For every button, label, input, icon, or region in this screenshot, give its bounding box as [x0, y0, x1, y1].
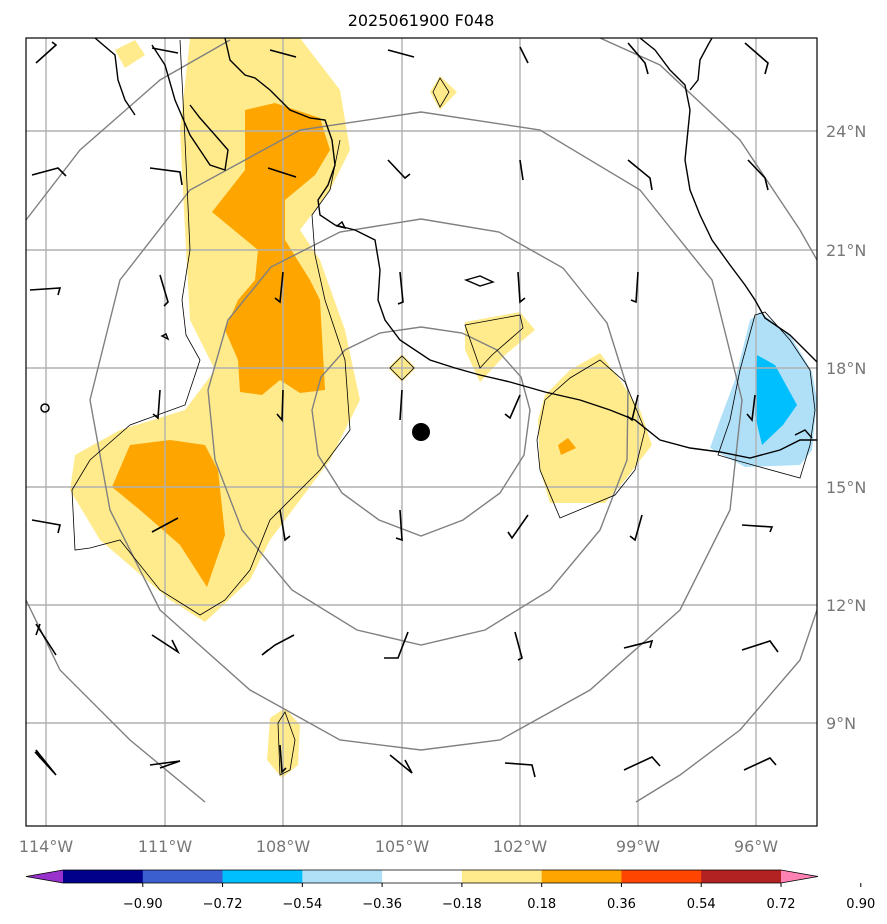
- lon-label: 105°W: [375, 837, 430, 856]
- lon-label: 108°W: [256, 837, 311, 856]
- colorbar-tick-label: −0.72: [203, 897, 243, 912]
- colorbar-segment: [701, 870, 782, 883]
- lon-label: 102°W: [493, 837, 548, 856]
- lat-label: 15°N: [826, 478, 866, 497]
- shading-negative: [710, 312, 817, 467]
- colorbar-segment: [461, 870, 543, 883]
- colorbar-tick-label: −0.36: [362, 897, 402, 912]
- colorbar-segment: [63, 870, 144, 883]
- colorbar-segment: [222, 870, 303, 883]
- colorbar-tick-label: −0.18: [442, 897, 482, 912]
- colorbar-extend-low: [26, 870, 63, 883]
- colorbar-segment: [142, 870, 224, 883]
- map-panel: [26, 38, 817, 826]
- lon-label: 114°W: [19, 837, 74, 856]
- colorbar-tick-label: −0.54: [282, 897, 322, 912]
- wind-barbs: [29, 41, 779, 778]
- colorbar: −0.90 −0.72 −0.54 −0.36 −0.18 0.18 0.36 0.54 0.7…: [25, 869, 875, 912]
- lat-label: 24°N: [826, 122, 866, 141]
- shading-positive-mid: [112, 103, 576, 587]
- colorbar-segment: [302, 870, 383, 883]
- contour-lines: [71, 39, 816, 776]
- lat-label: 18°N: [826, 359, 866, 378]
- map-frame: [25, 37, 818, 827]
- colorbar-extend-high: [781, 870, 818, 883]
- colorbar-tick-label: 0.72: [767, 897, 796, 912]
- center-marker: [412, 423, 430, 441]
- colorbar-segment: [541, 870, 622, 883]
- colorbar-segment: [621, 870, 702, 883]
- lon-label: 99°W: [616, 837, 660, 856]
- lon-axis-labels: 114°W 111°W 108°W 105°W 102°W 99°W 96°W: [19, 837, 778, 856]
- coastline: [94, 38, 817, 459]
- colorbar-outline: [25, 869, 819, 884]
- colorbar-tick-label: 0.36: [607, 897, 636, 912]
- colorbar-tick-label: 0.54: [687, 897, 716, 912]
- lat-axis-labels: 24°N 21°N 18°N 15°N 12°N 9°N: [826, 122, 866, 733]
- lat-label: 9°N: [826, 714, 856, 733]
- lon-label: 96°W: [734, 837, 778, 856]
- lat-label: 21°N: [826, 241, 866, 260]
- island-outline: [40, 403, 50, 413]
- colorbar-segment: [382, 870, 463, 883]
- lat-label: 12°N: [826, 596, 866, 615]
- figure-title: 2025061900 F048: [348, 11, 495, 30]
- colorbar-tick-label: 0.90: [846, 897, 875, 912]
- colorbar-tick-label: 0.18: [527, 897, 556, 912]
- colorbar-tick-label: −0.90: [123, 897, 163, 912]
- lon-label: 111°W: [138, 837, 193, 856]
